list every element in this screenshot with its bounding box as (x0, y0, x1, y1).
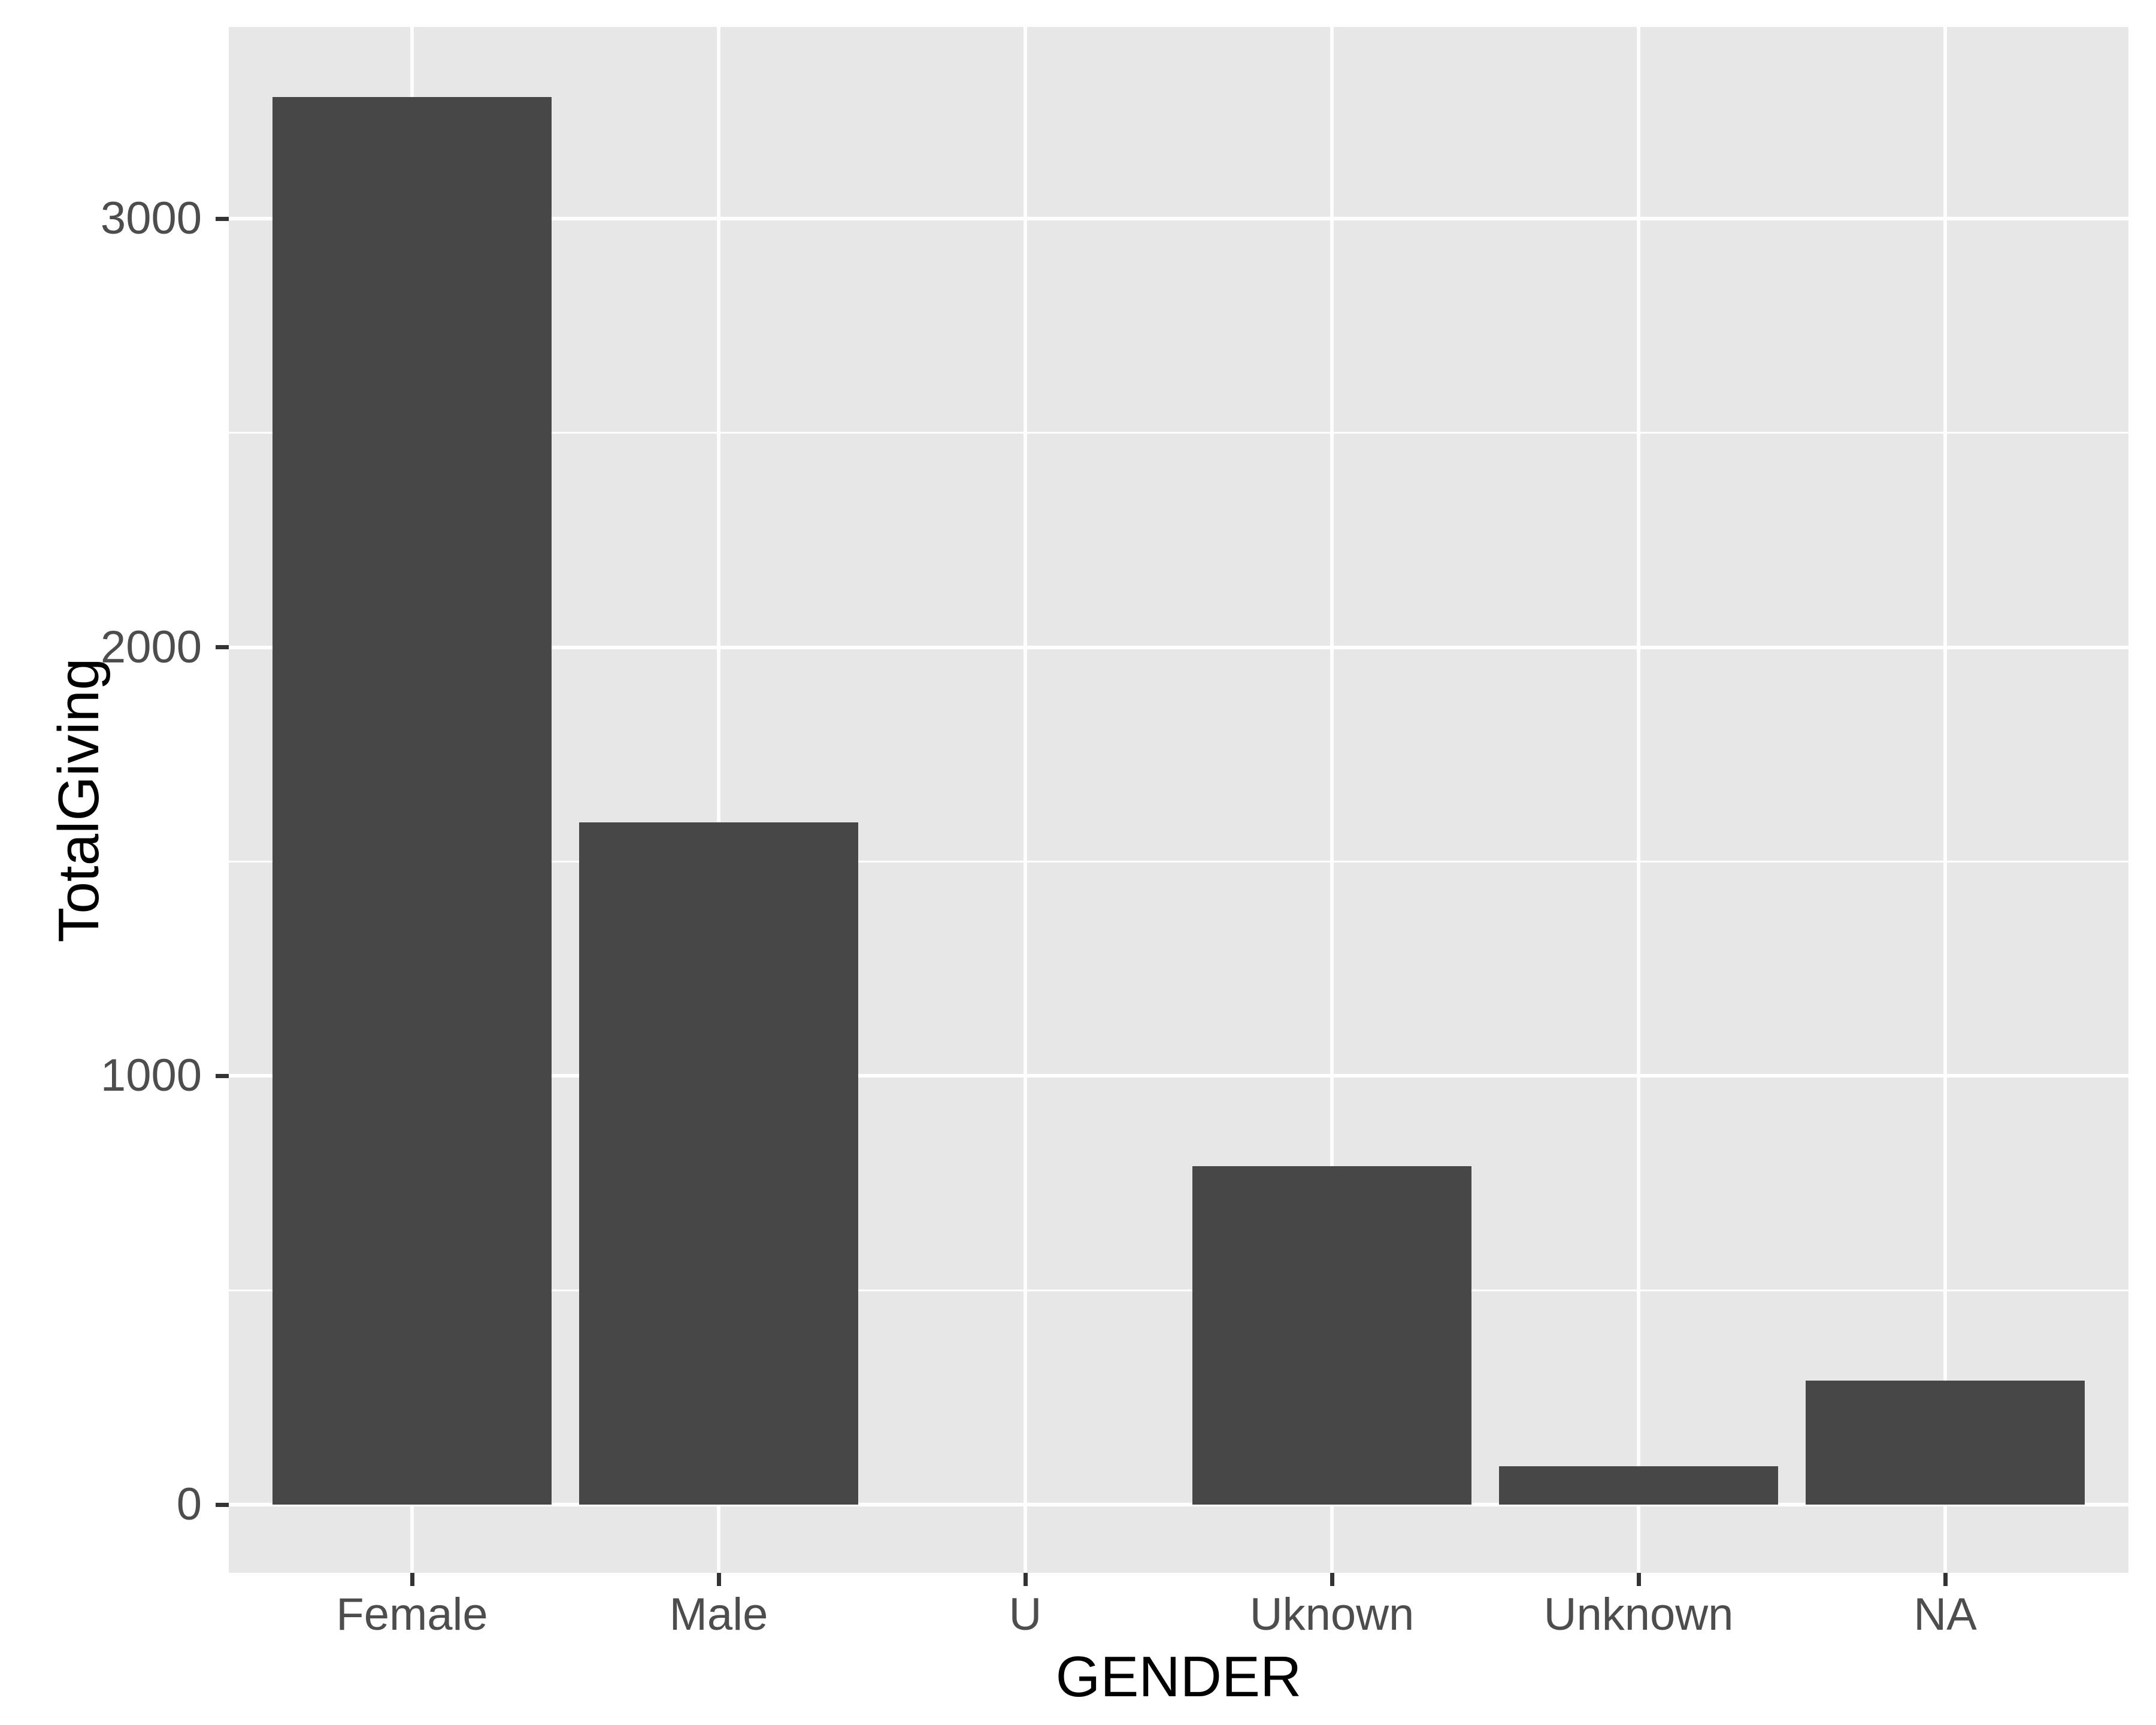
x-axis-label-uknown: Uknown (1249, 1589, 1415, 1640)
x-axis-label-na: NA (1913, 1589, 1977, 1640)
x-axis-tick-unknown (1636, 1573, 1641, 1586)
x-axis-title: GENDER (1055, 1645, 1302, 1709)
minor-gridline-y-500 (229, 1289, 2128, 1291)
y-axis-tick-3000 (216, 216, 229, 221)
bar-na (1806, 1381, 2085, 1505)
major-gridline-y-0 (229, 1503, 2128, 1506)
y-axis-tick-0 (216, 1502, 229, 1507)
minor-gridline-y-1500 (229, 861, 2128, 862)
y-axis-tick-2000 (216, 645, 229, 650)
y-axis-title: TotalGiving (47, 658, 111, 942)
category-gridline-uknown (1330, 27, 1334, 1573)
bar-uknown (1192, 1166, 1471, 1505)
x-axis-tick-na (1943, 1573, 1948, 1586)
bar-female (272, 97, 552, 1505)
category-gridline-unknown (1637, 27, 1640, 1573)
major-gridline-y-3000 (229, 217, 2128, 220)
y-axis-tick-1000 (216, 1073, 229, 1078)
y-axis-label-3000: 3000 (100, 193, 202, 244)
major-gridline-y-1000 (229, 1074, 2128, 1078)
y-axis-label-1000: 1000 (100, 1050, 202, 1101)
major-gridline-y-2000 (229, 645, 2128, 649)
x-axis-tick-u (1023, 1573, 1028, 1586)
y-axis-label-0: 0 (176, 1479, 202, 1530)
bar-unknown (1499, 1466, 1778, 1505)
x-axis-label-unknown: Unknown (1543, 1589, 1734, 1640)
bar-male (579, 822, 858, 1505)
x-axis-label-female: Female (336, 1589, 488, 1640)
x-axis-tick-female (410, 1573, 414, 1586)
minor-gridline-y-2500 (229, 432, 2128, 434)
x-axis-tick-male (716, 1573, 721, 1586)
x-axis-label-male: Male (669, 1589, 768, 1640)
category-gridline-na (1943, 27, 1947, 1573)
x-axis-tick-uknown (1330, 1573, 1334, 1586)
y-axis-label-2000: 2000 (100, 621, 202, 673)
category-gridline-male (717, 27, 720, 1573)
x-axis-label-u: U (1009, 1589, 1042, 1640)
category-gridline-u (1024, 27, 1027, 1573)
